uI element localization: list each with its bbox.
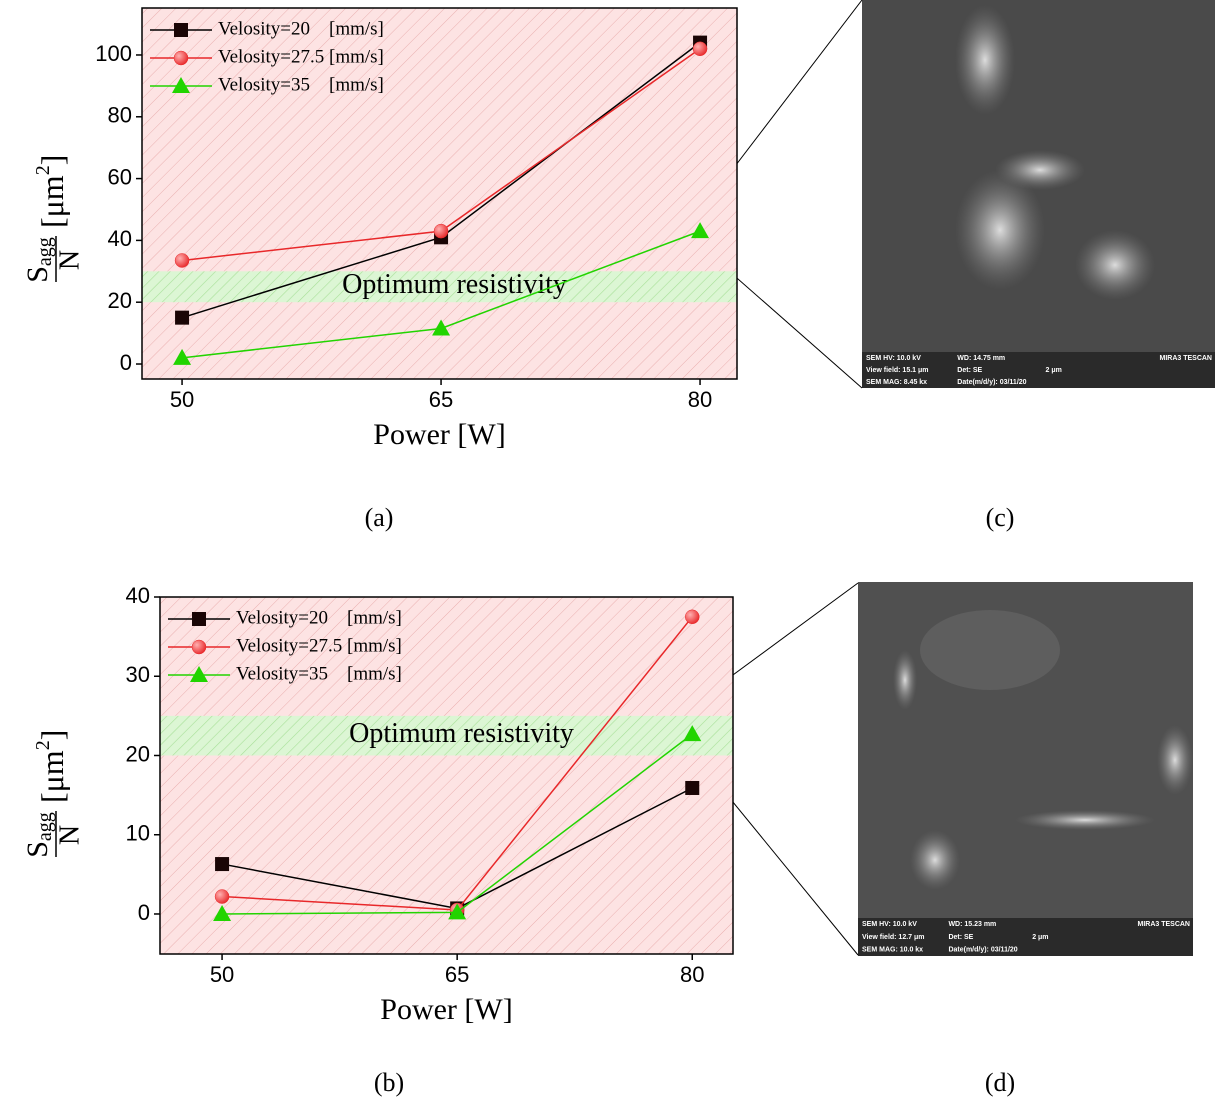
band-label: Optimum resistivity xyxy=(349,718,574,749)
plot-frame xyxy=(141,7,738,380)
y-label-subscript: agg xyxy=(34,812,56,841)
sem-info-text: Date(m/d/y): 03/11/20 xyxy=(957,379,1026,386)
y-tick-label: 40 xyxy=(126,583,150,608)
panel-label: (d) xyxy=(985,1068,1015,1097)
y-label-denominator: N xyxy=(54,825,85,845)
marker xyxy=(175,310,190,325)
marker xyxy=(685,609,700,625)
marker xyxy=(683,725,702,742)
x-tick-label: 65 xyxy=(429,387,453,412)
y-label-subscript: agg xyxy=(34,237,56,266)
band-label: Optimum resistivity xyxy=(342,269,567,300)
x-tick-label: 80 xyxy=(688,387,712,412)
panel-label: (c) xyxy=(986,503,1015,532)
legend-label: Velosity=27.5 [mm/s] xyxy=(218,46,384,67)
y-tick-label: 10 xyxy=(126,821,150,846)
sem-info-text: SEM HV: 10.0 kV xyxy=(866,355,921,362)
y-tick-label: 30 xyxy=(126,662,150,687)
panel-label: (a) xyxy=(365,503,394,532)
y-tick-label: 0 xyxy=(120,350,132,375)
marker xyxy=(173,50,189,66)
x-tick-label: 50 xyxy=(210,962,234,987)
sem-image xyxy=(858,582,1193,956)
y-label-unit-close: ] xyxy=(34,730,70,741)
y-label-numerator: Sagg xyxy=(21,812,56,858)
sem-info-text: 2 μm xyxy=(1032,934,1048,941)
sem-info-text: MIRA3 TESCAN xyxy=(1159,355,1212,362)
optimum-band xyxy=(160,715,733,756)
y-tick-label: 20 xyxy=(126,741,150,766)
y-tick-label: 100 xyxy=(95,41,132,66)
legend-label: Velosity=35 [mm/s] xyxy=(236,663,402,684)
sem-image xyxy=(862,0,1215,388)
plot-background xyxy=(142,8,737,379)
sem-info-text: Det: SE xyxy=(948,934,973,941)
y-label-unit: [μm2] xyxy=(32,730,71,803)
y-label-unit-close: ] xyxy=(34,155,70,166)
x-axis-label: Power [W] xyxy=(380,993,512,1026)
chart: Optimum resistivity 0 10 20 30 40 50 65 80 Power … xyxy=(21,583,734,1097)
chart: Optimum resistivity 0 20 40 60 80 100 50 65 80 Pow… xyxy=(21,7,738,532)
y-tick-label: 0 xyxy=(138,900,150,925)
y-tick-label: 80 xyxy=(108,103,132,128)
sem-info-text: View field: 15.1 μm xyxy=(866,367,929,374)
y-label-symbol: S xyxy=(21,266,54,283)
marker xyxy=(213,904,232,921)
legend-label: Velosity=20 [mm/s] xyxy=(236,607,402,628)
x-axis-label: Power [W] xyxy=(373,418,505,451)
marker xyxy=(432,319,451,336)
y-label-unit-text: [μm xyxy=(34,175,70,228)
sem-info-text: Det: SE xyxy=(957,367,982,374)
sem-info-text: MIRA3 TESCAN xyxy=(1137,921,1190,928)
sem-info-text: 2 μm xyxy=(1046,367,1062,374)
marker xyxy=(433,223,449,239)
x-tick-label: 65 xyxy=(445,962,469,987)
marker xyxy=(173,348,192,365)
plot-frame xyxy=(159,596,734,955)
legend-label: Velosity=20 [mm/s] xyxy=(218,18,384,39)
sem-info-text: SEM MAG: 10.0 kx xyxy=(862,947,923,954)
panel-label: (b) xyxy=(374,1068,404,1097)
marker xyxy=(448,903,467,920)
sem-info-text: SEM HV: 10.0 kV xyxy=(862,921,917,928)
sem-info-text: SEM MAG: 8.45 kx xyxy=(866,379,927,386)
y-tick-label: 20 xyxy=(108,288,132,313)
sem-info-text: View field: 12.7 μm xyxy=(862,934,925,941)
x-tick-label: 50 xyxy=(170,387,194,412)
marker xyxy=(691,222,710,239)
sem-info-bar: SEM HV: 10.0 kV WD: 15.23 mm MIRA3 TESCAN V… xyxy=(862,921,1190,953)
marker xyxy=(191,639,207,655)
legend-label: Velosity=27.5 [mm/s] xyxy=(236,635,402,656)
y-label-denominator: N xyxy=(54,250,85,270)
sem-info-text: Date(m/d/y): 03/11/20 xyxy=(948,947,1017,954)
sem-info-text: WD: 15.23 mm xyxy=(948,921,996,928)
legend-label: Velosity=35 [mm/s] xyxy=(218,74,384,95)
y-label-unit-power: 2 xyxy=(32,165,54,175)
marker xyxy=(214,889,230,904)
marker xyxy=(192,612,206,626)
y-label-symbol: S xyxy=(21,841,54,858)
y-tick-label: 60 xyxy=(108,164,132,189)
y-label-unit: [μm2] xyxy=(32,155,71,228)
y-label-unit-power: 2 xyxy=(32,740,54,750)
y-tick-label: 40 xyxy=(108,226,132,251)
y-label-numerator: Sagg xyxy=(21,237,56,283)
marker xyxy=(685,780,700,795)
optimum-band xyxy=(142,271,737,303)
marker xyxy=(692,41,708,57)
sem-info-text: WD: 14.75 mm xyxy=(957,355,1005,362)
sem-info-bar: SEM HV: 10.0 kV WD: 14.75 mm MIRA3 TESCAN V… xyxy=(866,355,1212,386)
marker xyxy=(174,23,188,37)
y-label-unit-text: [μm xyxy=(34,750,70,803)
marker xyxy=(172,77,190,93)
marker xyxy=(190,666,208,682)
marker xyxy=(215,857,230,872)
x-tick-label: 80 xyxy=(680,962,704,987)
marker xyxy=(174,253,190,268)
